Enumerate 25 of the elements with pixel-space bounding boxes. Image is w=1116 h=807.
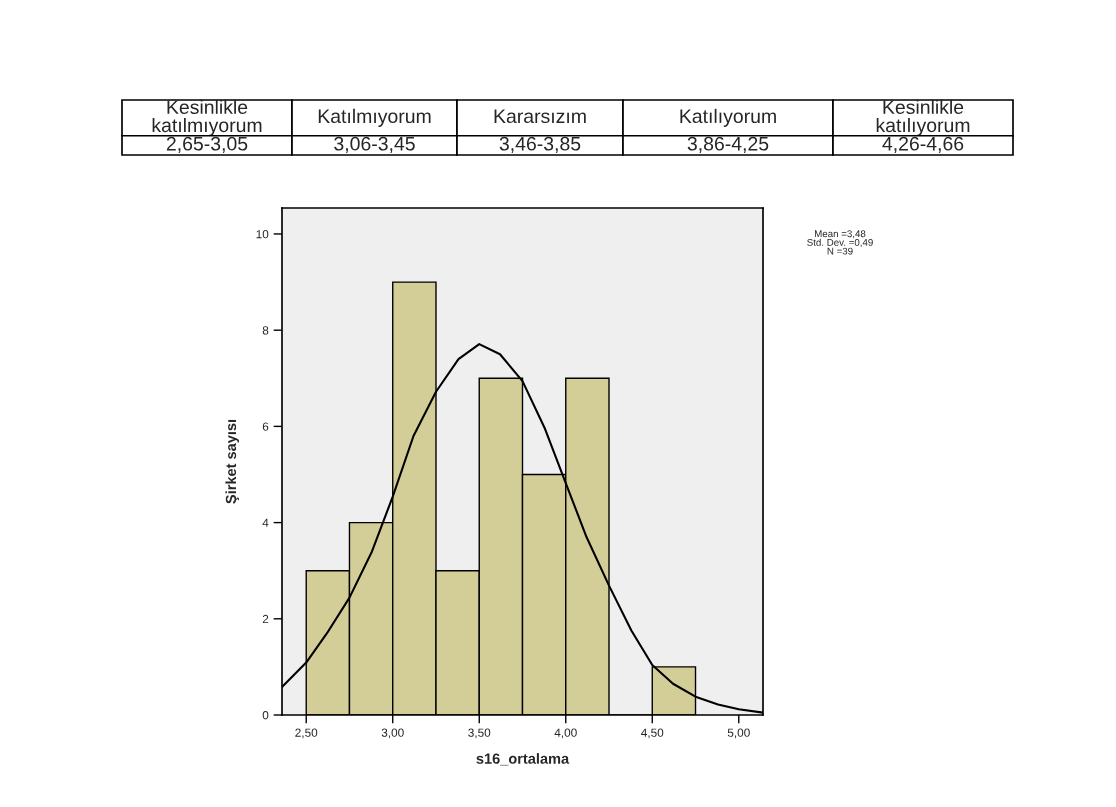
x-tick-label: 3,00 — [381, 728, 404, 739]
y-axis-title: Şirket sayısı — [225, 419, 240, 504]
text: Katılmıyorum — [318, 108, 431, 127]
text: Kesinlikle katılıyorum — [876, 99, 970, 136]
text: 3,06-3,45 — [334, 136, 415, 153]
text: Mean =3,48 Std. Dev. =0,49 N =39 — [807, 230, 873, 255]
text: Katılıyorum — [680, 108, 776, 127]
text: 3,46-3,85 — [499, 136, 581, 153]
text: Kararsızım — [494, 109, 586, 124]
y-tick-label: 2 — [262, 614, 269, 624]
text: 3,86-4,25 — [687, 136, 769, 153]
x-tick-label: 4,50 — [641, 728, 664, 739]
y-tick-label: 4 — [262, 518, 269, 527]
x-tick-label: 2,50 — [295, 728, 318, 739]
text: 2,65-3,05 — [166, 136, 248, 153]
x-axis-title: s16_ortalama — [476, 753, 570, 766]
x-tick-label: 5,00 — [727, 728, 750, 739]
y-tick-label: 6 — [262, 422, 269, 431]
x-tick-label: 3,50 — [468, 728, 491, 739]
text: Kesinlikle katılmıyorum — [152, 99, 262, 136]
text: 4,26-4,66 — [882, 136, 964, 153]
y-tick-label: 8 — [262, 326, 269, 335]
x-tick-label: 4,00 — [554, 728, 577, 739]
y-tick-label: 10 — [256, 230, 269, 239]
y-tick-label: 0 — [262, 711, 269, 720]
